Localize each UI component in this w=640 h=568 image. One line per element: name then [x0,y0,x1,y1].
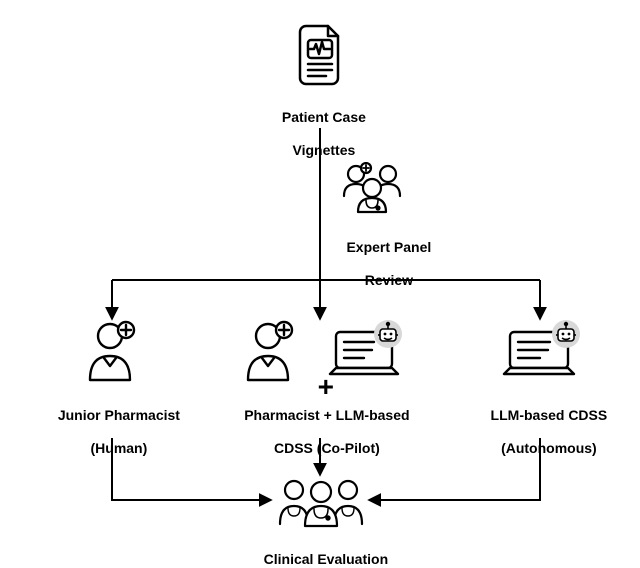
pharmacist-icon [82,320,142,384]
expert-panel-label: Expert Panel Review [330,222,440,289]
label-text: Pharmacist + LLM-based [244,407,409,423]
label-text: Expert Panel [346,239,431,255]
label-text: Junior Pharmacist [58,407,180,423]
junior-pharmacist-label: Junior Pharmacist (Human) [40,390,190,457]
document-vitals-icon [294,22,346,86]
label-text: Vignettes [293,142,356,158]
label-text: LLM-based CDSS [491,407,608,423]
label-text: (Human) [91,440,148,456]
label-text: Review [365,272,413,288]
laptop-robot-icon [500,320,588,386]
expert-panel-icon [336,162,408,218]
copilot-label: Pharmacist + LLM-based CDSS (Co-Pilot) [218,390,428,457]
label-text: (Autonomous) [501,440,597,456]
label-text: Clinical Evaluation [264,551,388,567]
doctor-trio-icon [276,476,366,530]
patient-case-label: Patient Case Vignettes [260,92,380,159]
label-text: Patient Case [282,109,366,125]
label-text: CDSS (Co-Pilot) [274,440,380,456]
autonomous-label: LLM-based CDSS (Autonomous) [470,390,620,457]
